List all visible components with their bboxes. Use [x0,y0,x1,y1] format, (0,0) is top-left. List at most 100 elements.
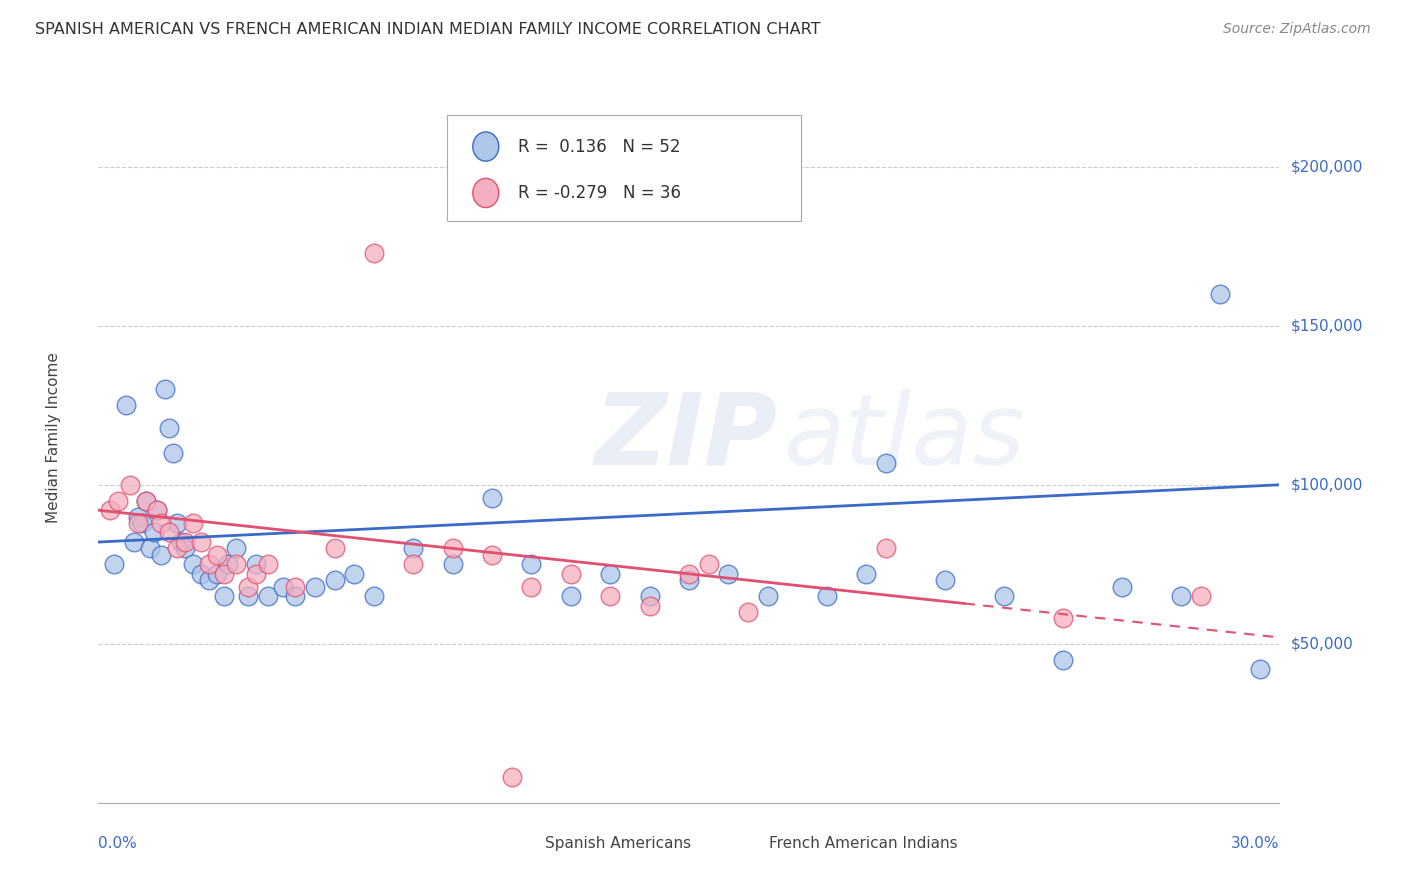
Point [1052,611,1074,625]
Point [875,456,897,470]
Point [190,566,212,581]
Point [190,535,212,549]
Point [127,509,149,524]
Point [520,580,543,594]
Point [118,477,141,491]
Point [284,580,307,594]
Point [560,566,582,581]
Point [122,535,145,549]
Text: Spanish Americans: Spanish Americans [546,836,690,851]
Point [481,548,503,562]
Point [142,525,165,540]
Point [1170,589,1192,603]
Point [135,493,157,508]
Point [135,493,157,508]
FancyBboxPatch shape [447,115,801,221]
Point [717,566,740,581]
Point [737,605,759,619]
Point [402,558,425,572]
Point [638,599,661,613]
Point [217,558,239,572]
Text: SPANISH AMERICAN VS FRENCH AMERICAN INDIAN MEDIAN FAMILY INCOME CORRELATION CHAR: SPANISH AMERICAN VS FRENCH AMERICAN INDI… [35,22,821,37]
Text: 30.0%: 30.0% [1232,836,1279,851]
Point [520,558,543,572]
Point [256,558,278,572]
Ellipse shape [744,832,765,854]
Point [138,541,160,556]
Point [166,541,188,556]
Point [197,558,219,572]
Text: atlas: atlas [783,389,1025,485]
Point [181,558,204,572]
Text: 0.0%: 0.0% [98,836,138,851]
Point [170,535,193,549]
Text: Source: ZipAtlas.com: Source: ZipAtlas.com [1223,22,1371,37]
Ellipse shape [472,132,499,161]
Point [131,516,153,530]
Point [402,541,425,556]
Text: R =  0.136   N = 52: R = 0.136 N = 52 [517,137,681,155]
Point [155,383,177,397]
Point [1209,287,1232,301]
Text: $100,000: $100,000 [1291,477,1362,492]
Point [245,558,267,572]
Point [174,541,197,556]
Point [166,516,188,530]
Point [236,580,259,594]
Point [146,503,169,517]
Text: $150,000: $150,000 [1291,318,1362,334]
Point [855,566,877,581]
Point [481,491,503,505]
Point [150,548,173,562]
Point [678,566,700,581]
Point [441,558,464,572]
Ellipse shape [519,832,540,854]
Point [150,516,173,530]
Point [363,245,385,260]
Point [174,535,197,549]
Ellipse shape [472,178,499,208]
Point [214,589,236,603]
Point [214,566,236,581]
Point [323,573,346,587]
Text: $50,000: $50,000 [1291,636,1354,651]
Point [697,558,720,572]
Point [236,589,259,603]
Point [934,573,956,587]
Point [284,589,307,603]
Point [993,589,1015,603]
Point [875,541,897,556]
Point [205,548,228,562]
Text: Median Family Income: Median Family Income [46,351,60,523]
Point [157,525,180,540]
Point [146,503,169,517]
Point [1052,653,1074,667]
Text: $200,000: $200,000 [1291,160,1362,174]
Point [157,420,180,434]
Text: R = -0.279   N = 36: R = -0.279 N = 36 [517,184,681,202]
Point [115,398,138,412]
Text: French American Indians: French American Indians [769,836,957,851]
Point [197,573,219,587]
Point [363,589,385,603]
Point [599,566,621,581]
Point [225,558,247,572]
Point [181,516,204,530]
Point [343,566,366,581]
Point [245,566,267,581]
Point [678,573,700,587]
Point [304,580,326,594]
Point [815,589,838,603]
Point [323,541,346,556]
Point [127,516,149,530]
Point [98,503,121,517]
Point [225,541,247,556]
Point [441,541,464,556]
Point [756,589,779,603]
Point [1111,580,1133,594]
Point [273,580,295,594]
Point [256,589,278,603]
Point [1249,662,1271,676]
Point [638,589,661,603]
Point [599,589,621,603]
